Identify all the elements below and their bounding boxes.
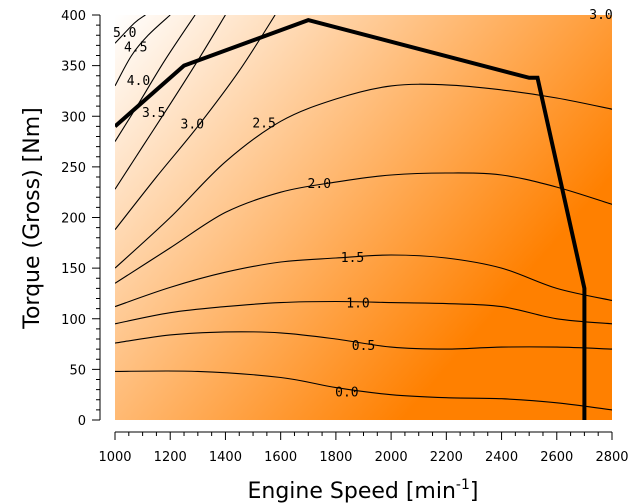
contour-line-4-5 (115, 15, 171, 87)
contour-label-3-0: 3.0 (181, 117, 204, 132)
contour-line-5-0 (115, 15, 146, 44)
contour-label-0-0: 0.0 (335, 386, 358, 401)
contour-line-0-5 (115, 331, 612, 350)
y-axis-title: Torque (Gross) [Nm] (20, 107, 45, 329)
contour-label-3-0: 3.0 (589, 8, 612, 23)
contour-labels-layer: 0.0 0.5 1.0 1.5 2.0 2.5 3.0 3.0 3.5 4.0 4.55.0 (113, 8, 613, 401)
full-load-curve (115, 18, 587, 420)
x-tick-label: 2000 (375, 450, 408, 465)
x-tick-label: 1800 (319, 450, 352, 465)
x-tick-label: 2400 (485, 450, 518, 465)
contour-label-5-0: 5.0 (113, 26, 136, 41)
x-tick-label: 2800 (595, 450, 628, 465)
contour-line-1-5 (115, 254, 612, 308)
contour-label-4-0: 4.0 (127, 74, 150, 89)
y-axis: 0 50 100 150 200 250 300 350 400 (61, 9, 101, 429)
y-tick-label: 0 (78, 414, 86, 429)
y-tick-label: 350 (61, 60, 86, 75)
x-tick-label: 1400 (209, 450, 242, 465)
contour-label-4-5: 4.5 (124, 40, 147, 55)
y-tick-label: 300 (61, 110, 86, 125)
contour-line-4-0 (115, 15, 196, 142)
contour-label-2-0: 2.0 (308, 177, 331, 192)
x-tick-label: 2200 (430, 450, 463, 465)
plot-area (115, 15, 612, 420)
contour-label-1-0: 1.0 (346, 297, 369, 312)
y-tick-label: 100 (61, 313, 86, 328)
x-tick-label: 1000 (98, 450, 131, 465)
x-tick-label: 1200 (154, 450, 187, 465)
x-tick-label: 2600 (540, 450, 573, 465)
y-tick-label: 250 (61, 161, 86, 176)
y-tick-label: 400 (61, 9, 86, 24)
y-tick-label: 50 (69, 363, 86, 378)
contour-label-0-5: 0.5 (352, 339, 375, 354)
y-tick-label: 200 (61, 212, 86, 227)
contour-line-3-5 (115, 15, 226, 190)
x-axis-title: Engine Speed [min-1] (248, 477, 479, 504)
contour-line-2-0 (115, 172, 612, 284)
contour-label-1-5: 1.5 (341, 251, 364, 266)
y-tick-label: 150 (61, 262, 86, 277)
contour-line-3-0 (115, 15, 276, 231)
contour-line-2-5 (115, 83, 612, 269)
full-load-curve-layer (115, 18, 587, 420)
contour-line-0-0 (115, 370, 612, 411)
x-axis-title-superscript: -1 (456, 477, 470, 493)
contour-line-1-0 (115, 300, 612, 325)
x-tick-label: 1600 (264, 450, 297, 465)
contour-label-3-5: 3.5 (142, 106, 165, 121)
x-axis: 1000 1200 1400 1600 1800 2000 2200 2400 2600 2800 (98, 431, 629, 465)
contours-layer (115, 15, 612, 411)
contour-label-2-5: 2.5 (252, 116, 275, 131)
